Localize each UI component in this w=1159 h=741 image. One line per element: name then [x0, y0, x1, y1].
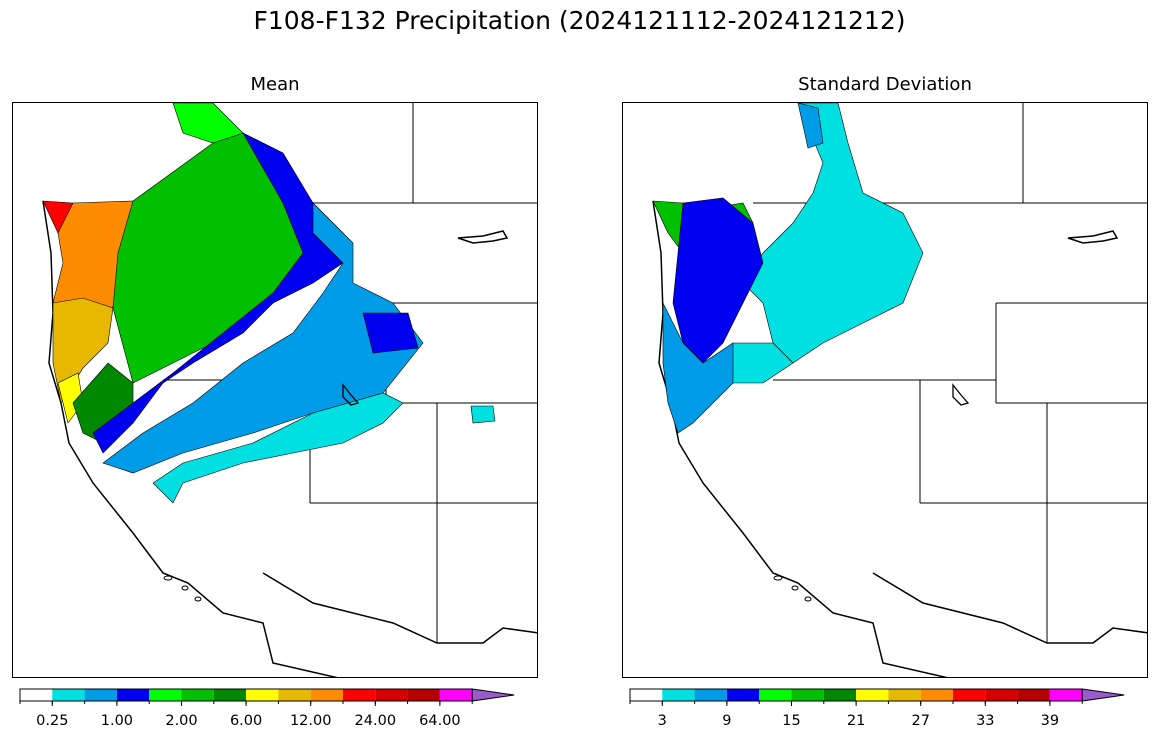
- mean-colorbar-bin: [439, 689, 473, 701]
- mean-colorbar-tick-label: 1.00: [101, 713, 133, 729]
- mean-colorbar-tick-label: 6.00: [230, 713, 262, 729]
- stddev-blue-region: [672, 197, 764, 364]
- mean-colorbar-bin: [246, 689, 279, 701]
- stddev-colorbar-bin: [888, 689, 921, 701]
- mean-colorbar-bin: [407, 689, 440, 701]
- mean-colorbar-bin: [84, 689, 117, 701]
- stddev-colorbar-bin: [662, 689, 695, 701]
- stddev-colorbar-bin: [823, 689, 857, 701]
- mean-colorbar-bin: [52, 689, 85, 701]
- stddev-colorbar-bin: [953, 689, 986, 701]
- stddev-colorbar-bin: [791, 689, 824, 701]
- stddev-colorbar-bin: [759, 689, 792, 701]
- mean-map: [12, 102, 538, 678]
- stddev-colorbar-bin: [1049, 689, 1083, 701]
- mean-colorbar-bin: [213, 689, 247, 701]
- stddev-colorbar-tick-label: 27: [911, 713, 929, 729]
- mean-colorbar-bin: [181, 689, 214, 701]
- mean-cyan-patch: [470, 405, 496, 424]
- mean-colorbar-bin: [375, 689, 408, 701]
- stddev-colorbar: 3 9 15 21 27 33 39: [629, 688, 1142, 733]
- mean-colorbar-tick-label: 64.00: [419, 713, 461, 729]
- mean-colorbar-bin: [116, 689, 150, 701]
- stddev-colorbar-tick-label: 33: [976, 713, 994, 729]
- stddev-panel-title: Standard Deviation: [798, 74, 972, 95]
- mean-brightgreen-region: [172, 103, 244, 144]
- stddev-map: [622, 102, 1148, 678]
- mean-colorbar-tick-label: 12.00: [290, 713, 332, 729]
- mean-colorbar-tick-label: 0.25: [36, 713, 68, 729]
- mean-colorbar-bin: [343, 689, 376, 701]
- mean-panel-title: Mean: [250, 74, 300, 95]
- mean-colorbar: 0.25 1.00 2.00 6.00 12.00 24.00 64.00: [19, 688, 532, 733]
- mean-lightblue-region: [102, 202, 424, 474]
- mean-colorbar-bin: [310, 689, 343, 701]
- mean-colorbar-bin: [278, 689, 311, 701]
- stddev-colorbar-bin: [630, 689, 663, 701]
- stddev-colorbar-tick-label: 21: [847, 713, 865, 729]
- mean-cyan-region: [152, 392, 404, 504]
- stddev-colorbar-bin: [920, 689, 953, 701]
- stddev-lightblue-region: [662, 302, 754, 434]
- stddev-colorbar-bin: [726, 689, 760, 701]
- stddev-cyan-strip: [732, 342, 794, 384]
- stddev-cyan-region: [742, 103, 924, 364]
- mean-colorbar-tick-label: 2.00: [165, 713, 197, 729]
- stddev-colorbar-bin: [985, 689, 1018, 701]
- stddev-lightblue-patch: [797, 103, 824, 149]
- mean-colorbar-tick-label: 24.00: [355, 713, 397, 729]
- mean-gold-region: [52, 297, 114, 404]
- stddev-colorbar-extend-arrow: [1081, 688, 1125, 702]
- stddev-colorbar-tick-label: 9: [722, 713, 731, 729]
- stddev-colorbar-bin: [1017, 689, 1050, 701]
- mean-colorbar-bin: [20, 689, 53, 701]
- stddev-colorbar-tick-label: 3: [658, 713, 667, 729]
- mean-colorbar-extend-arrow: [471, 688, 515, 702]
- figure-title: F108-F132 Precipitation (2024121112-2024…: [253, 6, 906, 35]
- stddev-colorbar-bin: [856, 689, 889, 701]
- stddev-colorbar-bin: [694, 689, 727, 701]
- stddev-colorbar-tick-label: 15: [782, 713, 800, 729]
- stddev-colorbar-tick-label: 39: [1041, 713, 1059, 729]
- mean-blue-patch: [362, 312, 419, 354]
- mean-colorbar-bin: [149, 689, 182, 701]
